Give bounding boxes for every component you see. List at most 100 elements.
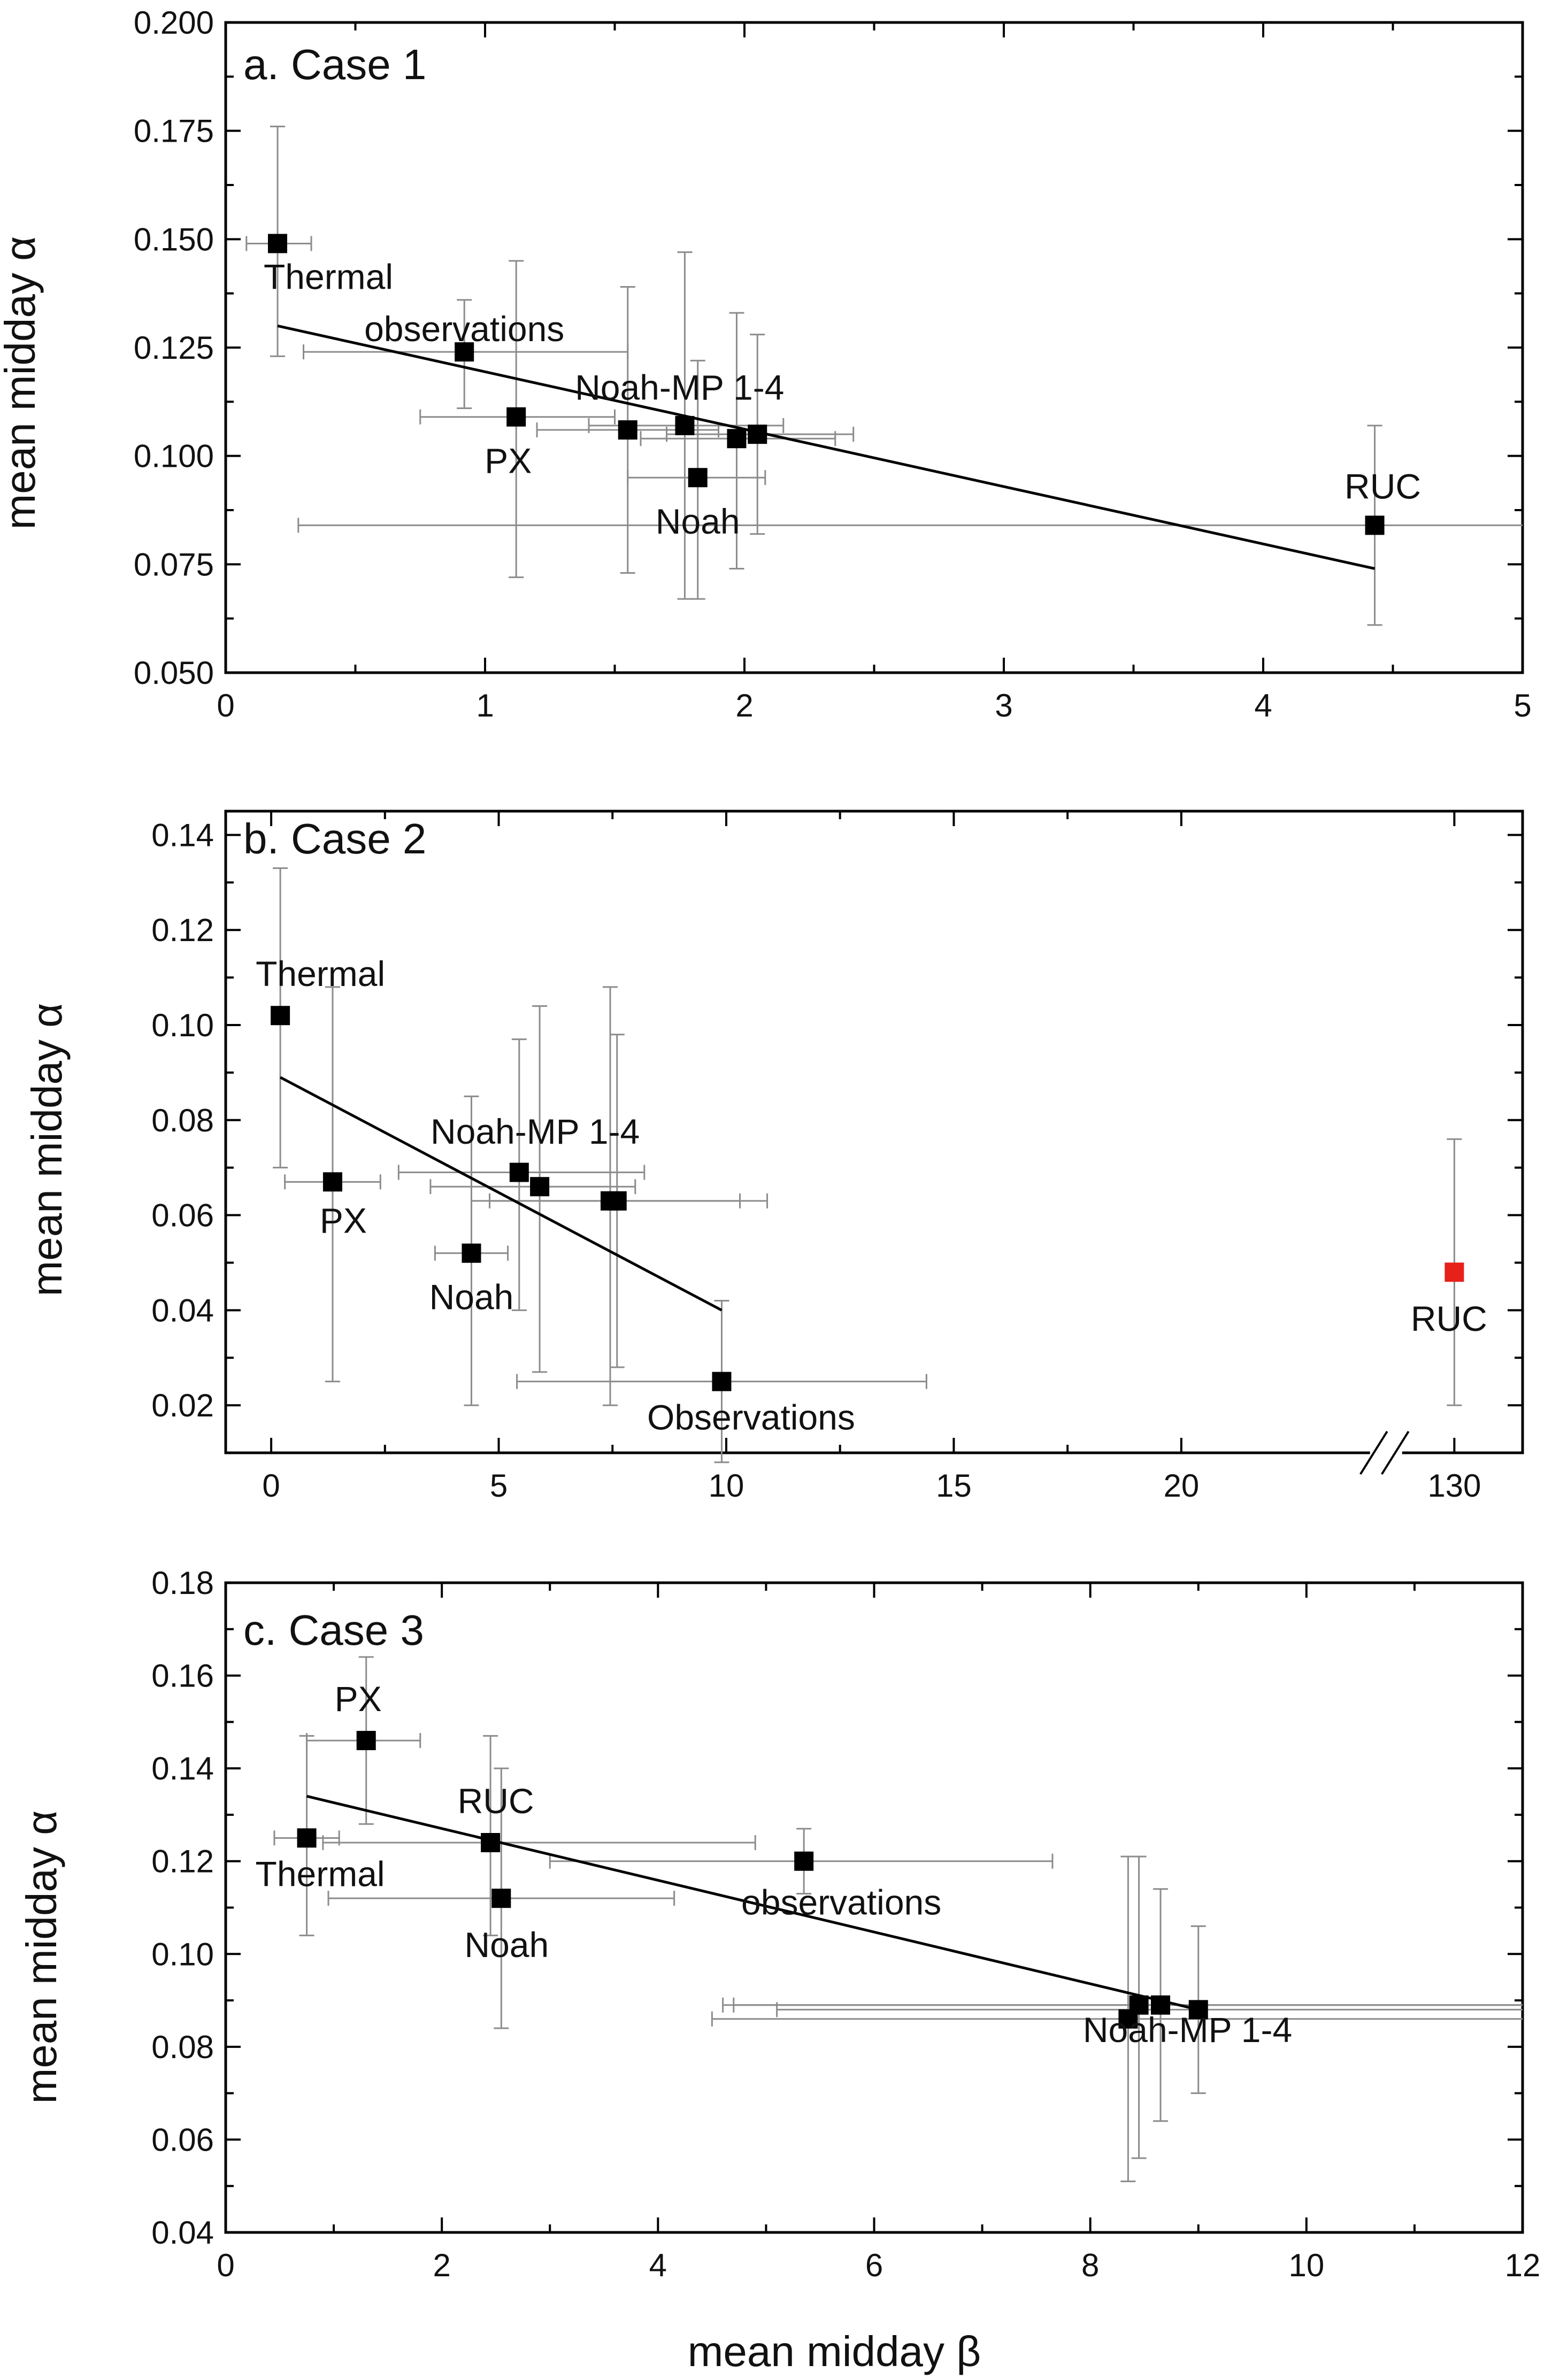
data-point (1445, 1262, 1464, 1282)
point-label: Noah (464, 1925, 549, 1965)
point-label: Noah (429, 1277, 514, 1317)
panel-case-2: b. Case 2 mean midday α 0 5 10 15 20 130 0.02 0… (23, 810, 1524, 1504)
data-point (297, 1828, 317, 1848)
x-tick-label: 0 (217, 688, 234, 723)
y-tick-label: 0.12 (151, 912, 214, 948)
point-label: RUC (1411, 1299, 1487, 1338)
y-tick-label: 0.100 (134, 438, 214, 474)
x-tick-label: 10 (1288, 2247, 1324, 2283)
x-tick-label: 12 (1505, 2247, 1541, 2283)
point-label: RUC (1344, 466, 1421, 506)
point-label: RUC (458, 1781, 534, 1821)
panel-case-1: a. Case 1 mean midday α 0 1 2 3 4 5 0.050 0.075… (0, 5, 1532, 723)
data-point (506, 407, 526, 427)
y-axis-label: mean midday α (23, 1003, 71, 1297)
y-tick-label: 0.10 (151, 1936, 214, 1972)
x-tick-label: 15 (936, 1468, 972, 1504)
x-tick-label: 10 (709, 1468, 744, 1504)
regression-line (306, 1794, 1199, 2011)
group-label: Noah-MP 1-4 (575, 367, 784, 407)
y-tick-label: 0.14 (151, 1751, 214, 1786)
point-label: Thermal (264, 257, 393, 296)
x-tick-label: 5 (490, 1468, 508, 1504)
y-tick-label: 0.125 (134, 330, 214, 366)
point-label: Thermal (256, 954, 385, 993)
point-label: Thermal (256, 1854, 385, 1893)
group-label: Noah-MP 1-4 (431, 1112, 640, 1151)
y-tick-label: 0.06 (151, 1198, 214, 1234)
y-tick-label: 0.16 (151, 1658, 214, 1694)
x-axis-label: mean midday β (688, 2328, 981, 2375)
y-tick-label: 0.08 (151, 1103, 214, 1138)
x-tick-label: 1 (476, 688, 494, 723)
y-tick-label: 0.12 (151, 1844, 214, 1880)
x-tick-label: 0 (217, 2247, 234, 2283)
x-tick-label: 2 (735, 688, 753, 723)
x-tick-label: 8 (1081, 2247, 1099, 2283)
group-label: Noah-MP 1-4 (1083, 2010, 1292, 2050)
data-point (607, 1191, 627, 1211)
x-tick-label: 3 (995, 688, 1012, 723)
y-tick-label: 0.18 (151, 1565, 214, 1601)
y-tick-label: 0.04 (151, 1292, 214, 1328)
x-tick-label: 0 (262, 1468, 280, 1504)
data-point (530, 1177, 550, 1197)
data-point (1129, 1995, 1149, 2015)
data-point (688, 468, 708, 488)
y-tick-label: 0.075 (134, 546, 214, 582)
x-tick-label: 4 (649, 2247, 667, 2283)
data-point (356, 1731, 376, 1751)
y-tick-label: 0.050 (134, 655, 214, 691)
y-axis-label: mean midday α (0, 236, 44, 530)
data-point (1188, 2000, 1208, 2020)
y-axis-label: mean midday α (18, 1811, 65, 2104)
x-tick-label: 4 (1254, 688, 1272, 723)
panel-title: a. Case 1 (243, 41, 426, 88)
regression-line (279, 1076, 723, 1312)
x-tick-label: 20 (1163, 1468, 1199, 1504)
point-label: Observations (647, 1398, 855, 1437)
y-tick-label: 0.150 (134, 221, 214, 257)
axis-break-slash (1381, 1430, 1410, 1475)
data-point (727, 429, 747, 449)
data-point (491, 1889, 511, 1908)
x-tick-label: 5 (1513, 688, 1531, 723)
panel-title: b. Case 2 (243, 815, 426, 862)
y-tick-label: 0.04 (151, 2215, 214, 2251)
y-tick-label: 0.175 (134, 113, 214, 149)
point-label: observations (364, 309, 564, 349)
y-tick-label: 0.02 (151, 1388, 214, 1423)
y-tick-label: 0.10 (151, 1007, 214, 1043)
point-label: PX (320, 1200, 367, 1240)
y-tick-label: 0.14 (151, 817, 214, 853)
x-tick-label: 2 (433, 2247, 450, 2283)
x-tick-label: 130 (1427, 1468, 1481, 1504)
data-point (618, 420, 637, 440)
data-point (455, 342, 474, 362)
data-point (271, 1006, 290, 1026)
point-label: PX (485, 441, 532, 481)
panel-title: c. Case 3 (243, 1606, 424, 1654)
x-tick-label: 6 (865, 2247, 883, 2283)
data-point (675, 415, 695, 435)
data-point (1365, 515, 1385, 535)
point-label: Noah (656, 502, 740, 541)
panel-case-3: c. Case 3 mean midday α mean midday β 0 2… (18, 1565, 1540, 2375)
data-point (1151, 1995, 1171, 2015)
y-tick-label: 0.06 (151, 2122, 214, 2158)
y-tick-label: 0.08 (151, 2029, 214, 2065)
plot-frame (224, 810, 1524, 1454)
y-tick-label: 0.200 (134, 5, 214, 41)
data-point (794, 1851, 814, 1871)
point-label: observations (741, 1883, 941, 1922)
data-point (712, 1372, 732, 1391)
regression-line (277, 325, 1376, 570)
data-point (322, 1172, 342, 1192)
data-point (268, 234, 287, 253)
data-point (462, 1243, 481, 1263)
point-label: PX (335, 1679, 382, 1719)
data-point (509, 1162, 529, 1182)
axis-break-slash (1359, 1430, 1388, 1475)
data-point (748, 425, 767, 444)
